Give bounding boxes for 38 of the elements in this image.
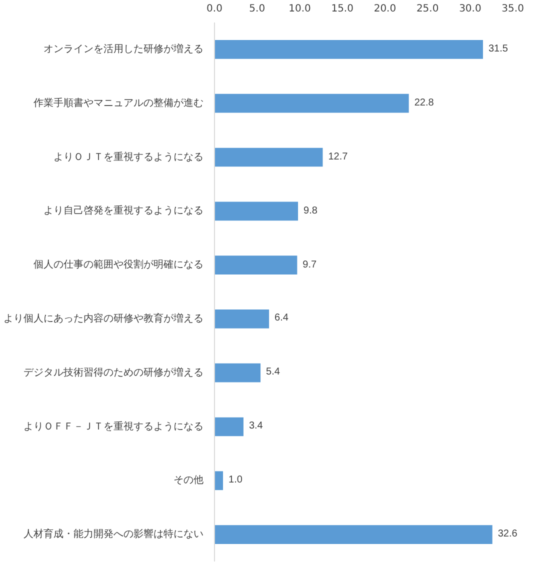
y-tick-label: より個人にあった内容の研修や教育が増える bbox=[4, 312, 204, 324]
bar bbox=[214, 94, 409, 113]
data-label: 12.7 bbox=[328, 151, 348, 162]
data-label: 5.4 bbox=[266, 366, 280, 378]
bar bbox=[214, 525, 492, 544]
x-tick-label: 5.0 bbox=[249, 4, 266, 14]
x-tick-label: 20.0 bbox=[374, 4, 396, 14]
data-label: 1.0 bbox=[228, 474, 242, 486]
data-label: 9.7 bbox=[302, 259, 317, 270]
bar bbox=[214, 202, 298, 221]
y-tick-label: デジタル技術習得のための研修が増える bbox=[24, 366, 204, 378]
y-tick-label: より自己啓発を重視するようになる bbox=[44, 204, 204, 217]
x-tick-label: 15.0 bbox=[331, 4, 354, 14]
y-tick-label: オンラインを活用した研修が増える bbox=[44, 42, 204, 55]
x-tick-label: 25.0 bbox=[416, 4, 439, 14]
y-tick-label: 個人の仕事の範囲や役割が明確になる bbox=[34, 258, 204, 271]
data-label: 3.4 bbox=[248, 420, 263, 432]
y-tick-label: よりＯＪＴを重視するようになる bbox=[54, 150, 204, 163]
bar bbox=[214, 471, 224, 490]
y-tick-label: 人材育成・能力開発への影響は特にない bbox=[24, 528, 204, 540]
bar bbox=[214, 148, 323, 167]
bar bbox=[214, 40, 483, 59]
x-tick-label: 10.0 bbox=[288, 4, 311, 14]
bar bbox=[214, 363, 261, 382]
bar bbox=[214, 417, 244, 436]
y-tick-label: 作業手順書やマニュアルの整備が進む bbox=[32, 96, 204, 109]
data-label: 9.8 bbox=[304, 205, 318, 216]
x-tick-label: 30.0 bbox=[459, 4, 482, 14]
data-label: 22.8 bbox=[414, 97, 434, 108]
y-tick-label: その他 bbox=[174, 474, 204, 486]
data-label: 32.6 bbox=[498, 528, 518, 540]
y-tick-label: よりＯＦＦ－ＪＴを重視するようになる bbox=[24, 420, 204, 432]
data-label: 6.4 bbox=[274, 312, 288, 324]
x-tick-label: 0.0 bbox=[206, 4, 222, 14]
bar bbox=[214, 310, 270, 328]
bar bbox=[214, 256, 298, 274]
x-tick-label: 35.0 bbox=[502, 4, 524, 14]
data-label: 31.5 bbox=[488, 43, 508, 54]
